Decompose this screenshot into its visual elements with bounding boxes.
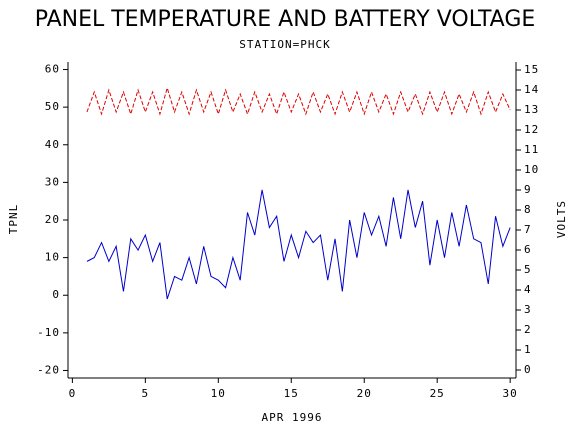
y2-tick-label: 14 bbox=[524, 83, 539, 96]
y-tick-label: 40 bbox=[45, 138, 60, 151]
y2-tick-label: 4 bbox=[524, 283, 532, 296]
y2-tick-label: 13 bbox=[524, 103, 539, 116]
x-tick-label: 20 bbox=[357, 387, 372, 400]
x-tick-label: 30 bbox=[503, 387, 518, 400]
data-line bbox=[86, 189, 511, 300]
y-tick-label: -10 bbox=[37, 326, 60, 339]
x-tick-label: 25 bbox=[430, 387, 445, 400]
y2-tick-label: 15 bbox=[524, 63, 539, 76]
chart-title: PANEL TEMPERATURE AND BATTERY VOLTAGE bbox=[35, 7, 536, 32]
y2-tick-label: 9 bbox=[524, 183, 532, 196]
y2-tick-label: 7 bbox=[524, 223, 532, 236]
x-tick-label: 10 bbox=[211, 387, 226, 400]
y2-tick-label: 0 bbox=[524, 363, 532, 376]
x-axis-label: APR 1996 bbox=[262, 411, 323, 424]
data-line bbox=[86, 86, 511, 116]
y-tick-label: 10 bbox=[45, 251, 60, 264]
y-tick-label: 60 bbox=[45, 63, 60, 76]
y-tick-label: -20 bbox=[37, 363, 60, 376]
y-tick-label: 20 bbox=[45, 213, 60, 226]
y-axis-label: TPNL bbox=[7, 204, 20, 235]
y2-axis-label: VOLTS bbox=[555, 200, 568, 238]
x-tick-label: 5 bbox=[142, 387, 150, 400]
chart-subtitle: STATION=PHCK bbox=[239, 38, 330, 51]
y2-tick-label: 3 bbox=[524, 303, 532, 316]
y2-tick-label: 1 bbox=[524, 343, 532, 356]
y-tick-label: 0 bbox=[52, 288, 60, 301]
y2-tick-label: 6 bbox=[524, 243, 532, 256]
y-tick-label: 30 bbox=[45, 175, 60, 188]
x-tick-label: 0 bbox=[69, 387, 77, 400]
y2-tick-label: 8 bbox=[524, 203, 532, 216]
y-tick-label: 50 bbox=[45, 100, 60, 113]
x-tick-label: 15 bbox=[284, 387, 299, 400]
y2-tick-label: 10 bbox=[524, 163, 539, 176]
y2-tick-label: 5 bbox=[524, 263, 532, 276]
y2-tick-label: 12 bbox=[524, 123, 539, 136]
y2-tick-label: 11 bbox=[524, 143, 539, 156]
y2-tick-label: 2 bbox=[524, 323, 532, 336]
